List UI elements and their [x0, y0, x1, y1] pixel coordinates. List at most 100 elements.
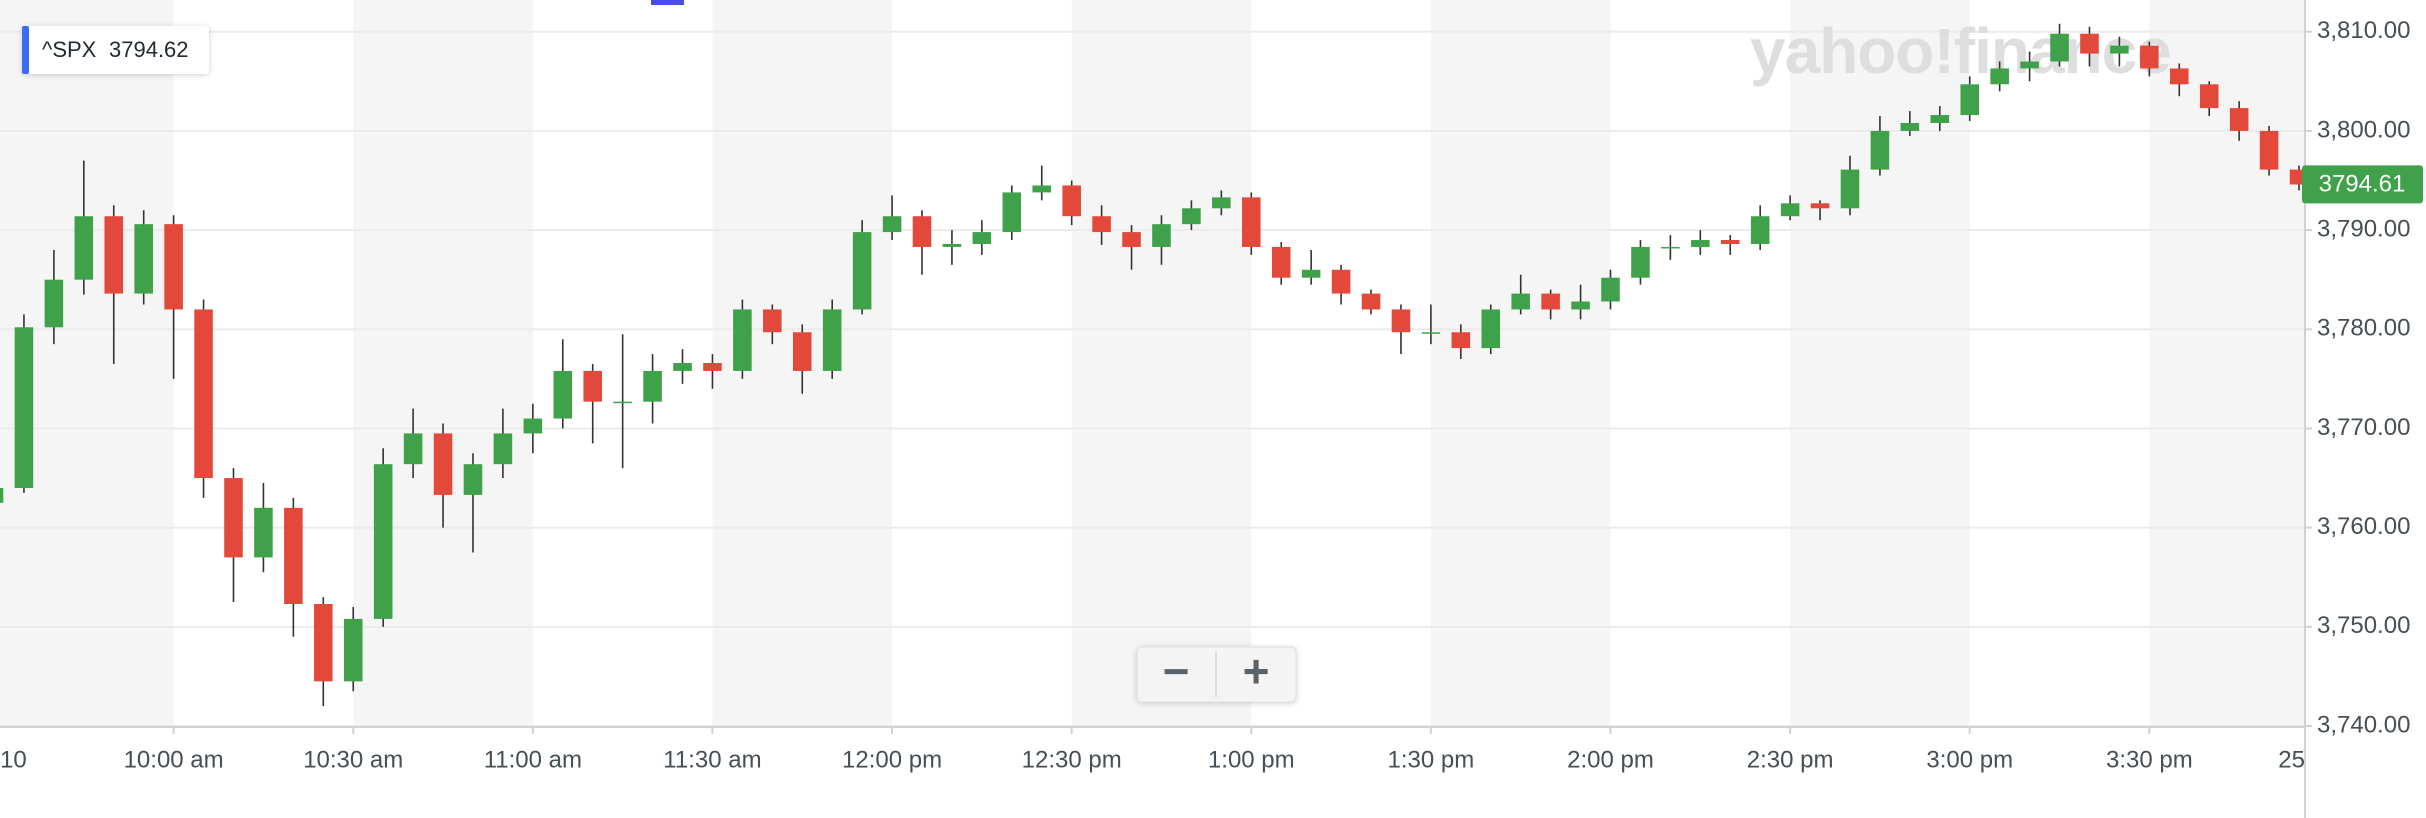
- candle-body: [673, 363, 692, 371]
- candle-body: [852, 232, 872, 310]
- candle-body: [1541, 293, 1560, 310]
- candle-body: [1212, 197, 1231, 209]
- candle-body: [2289, 169, 2305, 185]
- candle-body: [1750, 216, 1770, 244]
- time-band: [2149, 0, 2305, 727]
- candle-body: [224, 478, 243, 558]
- zoom-out-button[interactable]: −: [1163, 645, 1190, 697]
- x-tick-label: 1:30 pm: [1388, 746, 1475, 773]
- time-band: [1071, 0, 1252, 727]
- candle-body: [44, 279, 64, 328]
- range-marker: [651, 0, 684, 5]
- candle-body: [1960, 84, 1980, 116]
- candle-body: [1242, 197, 1261, 247]
- candle-body: [2169, 68, 2189, 85]
- candle-body: [643, 370, 662, 402]
- watermark: yahoo!finance: [1750, 15, 2171, 87]
- x-tick-label: 2:30 pm: [1747, 746, 1834, 773]
- candle-body: [1331, 269, 1351, 294]
- candle-body: [343, 618, 363, 682]
- candle-body: [14, 327, 34, 488]
- candle-body: [2199, 84, 2219, 109]
- candle-body: [463, 464, 483, 495]
- time-band: [1430, 0, 1611, 727]
- candle-body: [1990, 68, 2009, 85]
- candle-body: [523, 418, 543, 434]
- candle-body: [2110, 45, 2129, 54]
- symbol-box-bg: [22, 26, 209, 74]
- y-tick-label: 3,760.00: [2317, 513, 2410, 540]
- y-tick-label: 3,770.00: [2317, 414, 2410, 441]
- candle-body: [553, 370, 573, 419]
- x-tick-label: 11:30 am: [663, 746, 761, 773]
- candle-body: [1152, 224, 1171, 247]
- candle-body: [2080, 33, 2099, 54]
- candle-body: [1840, 169, 1860, 209]
- candle-body: [1780, 203, 1800, 217]
- x-tick-label: 11:00 am: [484, 746, 582, 773]
- candle-body: [1930, 115, 1950, 123]
- candle-body: [254, 507, 273, 558]
- candle-body: [493, 433, 513, 465]
- y-tick-label: 3,740.00: [2317, 711, 2410, 738]
- candle-body: [703, 363, 722, 371]
- candle-body: [1182, 208, 1201, 225]
- x-tick-label: 2:00 pm: [1567, 746, 1654, 773]
- y-tick-label: 3,800.00: [2317, 116, 2410, 143]
- candle-body: [583, 370, 602, 402]
- candle-body: [373, 464, 393, 619]
- candle-body: [2140, 45, 2159, 69]
- candle-body: [1631, 246, 1650, 278]
- y-tick-label: 3,780.00: [2317, 315, 2410, 342]
- zoom-controls: − +: [1136, 645, 1297, 703]
- symbol-price: 3794.62: [109, 37, 189, 62]
- y-tick-label: 3,790.00: [2317, 215, 2410, 242]
- last-price-bg: [2302, 165, 2423, 204]
- candle-body: [1661, 246, 1680, 249]
- zoom-in-button[interactable]: +: [1243, 645, 1270, 697]
- y-tick-label: 3,810.00: [2317, 17, 2410, 44]
- candle-body: [104, 216, 124, 294]
- candle-body: [882, 216, 902, 233]
- x-tick-label: 10:00 am: [124, 746, 224, 773]
- candle-body: [1900, 122, 1920, 131]
- candle-body: [1511, 293, 1530, 310]
- candle-body: [1451, 332, 1471, 349]
- candle-body: [1002, 192, 1022, 233]
- candle-body: [1870, 130, 1890, 170]
- x-tick-label: 12:00 pm: [842, 746, 942, 773]
- candle-body: [733, 309, 752, 371]
- time-bands: [0, 0, 2329, 727]
- x-tick-label: 10:30 am: [303, 746, 403, 773]
- x-tick-label: 12:30 pm: [1022, 746, 1122, 773]
- candle-body: [1571, 301, 1590, 310]
- candle-body: [2020, 61, 2039, 69]
- candle-body: [1481, 309, 1501, 349]
- x-tick-label: 3:00 pm: [1926, 746, 2013, 773]
- candle-body: [1092, 216, 1111, 233]
- candle-body: [1062, 185, 1081, 217]
- last-price: 3794.61: [2319, 171, 2406, 198]
- candles: [0, 23, 2305, 707]
- candle-body: [314, 604, 333, 682]
- candle-body: [1810, 203, 1830, 209]
- candle-body: [1720, 240, 1740, 244]
- axes: 3,740.00 3,750.00 3,760.00 3,770.00 3,780.00…: [0, 17, 2410, 773]
- candle-body: [164, 224, 183, 310]
- time-band: [1790, 0, 1970, 727]
- candle-body: [1271, 246, 1291, 278]
- candle-body: [1032, 185, 1052, 193]
- y-tick-label: 3,750.00: [2317, 612, 2410, 639]
- candle-body: [1421, 332, 1441, 334]
- x-tick-label: 3:30 pm: [2106, 746, 2193, 773]
- candle-body: [1691, 240, 1710, 247]
- x-tick-label: 1:00 pm: [1208, 746, 1295, 773]
- candle-body: [2229, 108, 2249, 131]
- candle-body: [972, 232, 992, 244]
- last-price-tag: 3794.61: [2302, 165, 2423, 204]
- candle-body: [433, 433, 453, 495]
- candle-body: [822, 309, 842, 371]
- candle-body: [763, 309, 782, 333]
